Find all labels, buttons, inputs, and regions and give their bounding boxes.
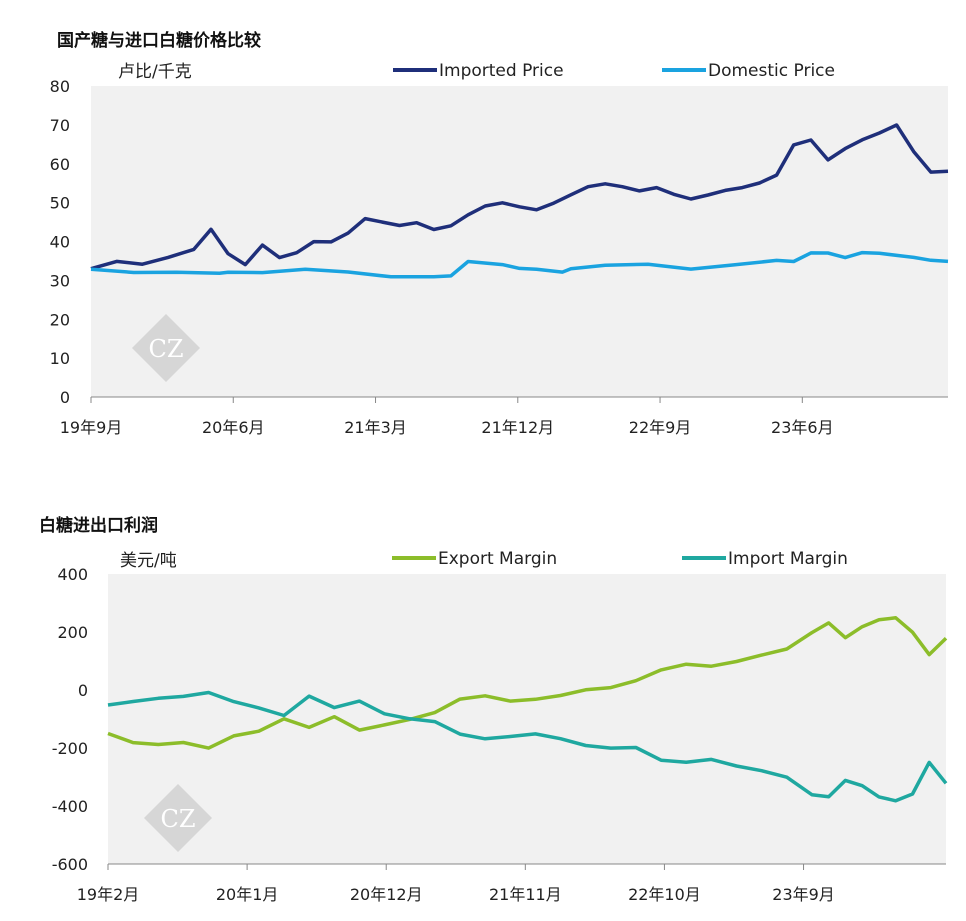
chart2-ytick-label: -200	[52, 739, 88, 758]
chart2-ytick-label: 200	[57, 623, 88, 642]
chart2-watermark-logo	[144, 784, 212, 852]
chart1-xtick-label: 21年3月	[344, 418, 407, 437]
chart1-xtick-label: 23年6月	[771, 418, 834, 437]
chart2-ytick-label: -600	[52, 855, 88, 874]
chart1-ytick-label: 20	[50, 310, 70, 329]
chart1-title: 国产糖与进口白糖价格比较	[57, 31, 261, 51]
chart2-plot-area	[108, 574, 946, 864]
chart2-ytick-label: -400	[52, 797, 88, 816]
chart1-ytick-label: 40	[50, 233, 70, 252]
chart1-legend-label-2: Domestic Price	[708, 61, 835, 81]
chart1-xtick-label: 20年6月	[202, 418, 265, 437]
chart1-ytick-label: 60	[50, 155, 70, 174]
chart1-ytick-label: 0	[60, 388, 70, 407]
chart1-watermark-logo	[132, 314, 200, 382]
chart2-series-1-line	[107, 616, 948, 750]
chart2-legend-label-1: Export Margin	[438, 549, 557, 569]
chart1-xtick-label: 21年12月	[481, 418, 554, 437]
chart2-series-2-line	[107, 690, 948, 803]
chart1-legend-label-1: Imported Price	[439, 61, 564, 81]
chart2-ytick-label: 400	[57, 565, 88, 584]
chart1-xtick-label: 19年9月	[60, 418, 123, 437]
chart1-ytick-label: 30	[50, 271, 70, 290]
chart1-ytick-label: 10	[50, 349, 70, 368]
chart1-ytick-label: 50	[50, 194, 70, 213]
chart2-unit-label: 美元/吨	[120, 551, 177, 571]
chart2-xtick-label: 20年12月	[350, 885, 423, 904]
chart1-series-1-line	[90, 123, 949, 271]
chart1-unit-label: 卢比/千克	[118, 62, 192, 82]
chart1-xtick-label: 22年9月	[629, 418, 692, 437]
chart2-title: 白糖进出口利润	[39, 516, 158, 536]
chart1-ytick-label: 80	[50, 77, 70, 96]
chart2-xtick-label: 21年11月	[489, 885, 562, 904]
chart2-xtick-label: 19年2月	[77, 885, 140, 904]
chart2-xtick-label: 20年1月	[216, 885, 279, 904]
chart1-ytick-label: 70	[50, 116, 70, 135]
chart1-series-2-line	[90, 250, 949, 279]
chart2-legend-label-2: Import Margin	[728, 549, 848, 569]
chart2-ytick-label: 0	[78, 681, 88, 700]
chart2-watermark-text: CZ	[160, 805, 195, 833]
chart1-plot-area	[91, 86, 948, 397]
chart2-xtick-label: 23年9月	[772, 885, 835, 904]
chart2-xtick-label: 22年10月	[628, 885, 701, 904]
chart1-watermark-text: CZ	[148, 335, 183, 363]
